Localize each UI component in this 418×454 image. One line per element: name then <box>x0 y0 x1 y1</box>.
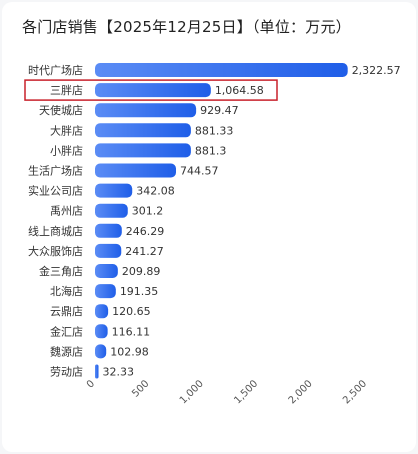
bar-value-label: 1,064.58 <box>215 84 264 97</box>
bar <box>95 284 116 299</box>
category-label: 小胖店 <box>50 143 83 157</box>
bar <box>95 83 211 98</box>
category-label: 实业公司店 <box>28 184 83 198</box>
highlight-box <box>24 79 278 101</box>
bar <box>95 364 99 379</box>
bar-value-label: 120.65 <box>112 305 150 318</box>
category-label: 时代广场店 <box>28 63 83 77</box>
bar-value-label: 881.33 <box>195 124 234 137</box>
bar <box>95 183 133 198</box>
bar <box>95 223 122 238</box>
x-tick-label: 0 <box>85 378 97 390</box>
category-label: 劳动店 <box>50 365 83 379</box>
category-label: 天使城店 <box>39 103 83 117</box>
category-label: 大胖店 <box>50 123 83 137</box>
bars-group: 时代广场店 2,322.57 三胖店 1,064.58 天使城店 929.47 大胖店 881… <box>24 63 401 379</box>
bar-value-label: 209.89 <box>122 265 161 278</box>
category-label: 生活广场店 <box>28 164 83 178</box>
bar <box>95 324 108 339</box>
bar-value-label: 744.57 <box>180 165 219 178</box>
x-tick-label: 2,500 <box>341 378 369 406</box>
bar-value-label: 32.33 <box>103 366 135 379</box>
bar <box>95 163 177 178</box>
bar-value-label: 241.27 <box>125 245 164 258</box>
category-label: 北海店 <box>50 284 83 298</box>
category-label: 线上商城店 <box>28 224 83 238</box>
category-label: 魏源店 <box>50 344 83 358</box>
bar <box>95 243 122 258</box>
bar <box>95 123 191 138</box>
bar <box>95 203 128 218</box>
bar-value-label: 246.29 <box>126 225 165 238</box>
x-axis-ticks: 0 500 1,000 1,500 2,000 2,500 <box>85 378 369 406</box>
bar <box>95 264 118 278</box>
bar-value-label: 342.08 <box>136 185 175 198</box>
x-tick-label: 1,500 <box>232 378 260 406</box>
category-label: 禹州店 <box>50 204 83 218</box>
bar-value-label: 102.98 <box>110 345 149 358</box>
bar <box>95 344 107 359</box>
bar-value-label: 116.11 <box>112 325 151 338</box>
x-tick-label: 1,000 <box>178 378 206 406</box>
category-label: 大众服饰店 <box>28 244 83 258</box>
bar <box>95 304 109 319</box>
category-label: 三胖店 <box>50 83 83 97</box>
category-label: 金三角店 <box>39 264 83 278</box>
bar-value-label: 881.3 <box>195 144 227 157</box>
bar-value-label: 301.2 <box>132 205 164 218</box>
bar-value-label: 929.47 <box>200 104 239 117</box>
x-tick-label: 2,000 <box>287 378 315 406</box>
bar <box>95 63 348 77</box>
category-label: 云鼎店 <box>50 304 83 318</box>
bar-value-label: 191.35 <box>120 285 159 298</box>
bar <box>95 103 197 118</box>
bar-value-label: 2,322.57 <box>352 64 401 77</box>
chart-title: 各门店销售【2025年12月25日】（单位：万元） <box>22 18 351 36</box>
category-label: 金汇店 <box>50 324 83 338</box>
bar <box>95 143 191 158</box>
x-tick-label: 500 <box>130 378 151 399</box>
